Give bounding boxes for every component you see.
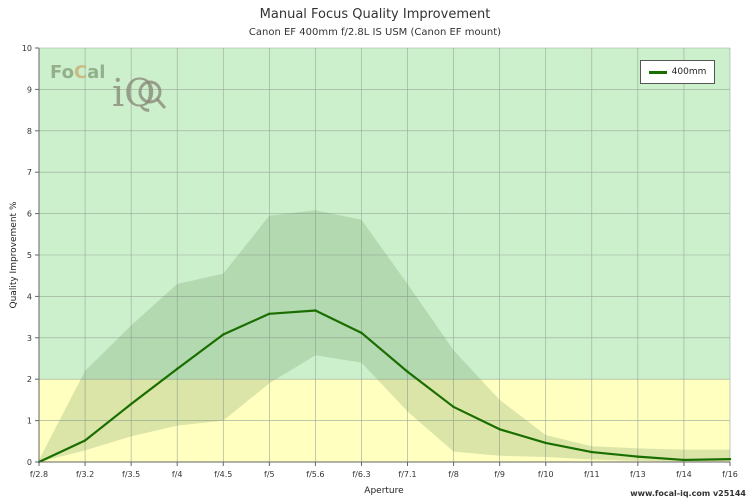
data-point bbox=[728, 457, 732, 461]
y-tick-label: 4 bbox=[27, 292, 32, 301]
data-point bbox=[129, 402, 133, 406]
x-tick-label: f/5 bbox=[264, 470, 275, 479]
x-tick-label: f/11 bbox=[584, 470, 600, 479]
chart-title: Manual Focus Quality Improvement bbox=[259, 7, 491, 22]
x-tick-label: f/3.5 bbox=[122, 470, 140, 479]
svg-text:iQ: iQ bbox=[112, 71, 155, 115]
magnifier-icon bbox=[138, 80, 162, 104]
y-tick-label: 5 bbox=[27, 251, 32, 260]
y-tick-label: 2 bbox=[27, 375, 32, 384]
y-tick-label: 10 bbox=[22, 44, 32, 53]
y-tick-label: 7 bbox=[27, 168, 32, 177]
x-tick-label: f/2.8 bbox=[30, 470, 48, 479]
data-point bbox=[406, 370, 409, 373]
focal-iq-logo: FoCal iQ bbox=[50, 62, 167, 115]
x-tick-label: f/4 bbox=[172, 470, 183, 479]
x-tick-label: f/5.6 bbox=[306, 470, 324, 479]
x-tick-label: f/3.2 bbox=[76, 470, 94, 479]
x-tick-label: f/14 bbox=[676, 470, 692, 479]
x-tick-label: f/13 bbox=[630, 470, 646, 479]
y-tick-label: 3 bbox=[27, 334, 32, 343]
y-tick-label: 9 bbox=[27, 85, 32, 94]
data-point bbox=[498, 428, 501, 431]
legend-swatch-400mm bbox=[648, 70, 667, 74]
chart-legend: 400mm bbox=[640, 60, 715, 84]
x-tick-label: f/8 bbox=[448, 470, 459, 479]
data-point bbox=[590, 450, 593, 454]
data-point bbox=[360, 331, 363, 335]
series-range-band-0 bbox=[39, 210, 730, 462]
y-tick-label: 0 bbox=[27, 458, 32, 467]
legend-label-400mm: 400mm bbox=[671, 67, 707, 77]
x-tick-label: f/6.3 bbox=[352, 470, 370, 479]
svg-text:FoCal: FoCal bbox=[50, 62, 105, 83]
x-tick-label: f/10 bbox=[538, 470, 554, 479]
x-tick-label: f/7.1 bbox=[398, 470, 416, 479]
x-tick-label: f/9 bbox=[494, 470, 505, 479]
data-point bbox=[222, 333, 225, 336]
data-point bbox=[268, 312, 271, 315]
y-tick-label: 6 bbox=[27, 210, 32, 219]
x-tick-label: f/4.5 bbox=[214, 470, 232, 479]
site-watermark: www.focal-iq.com v25144 bbox=[630, 489, 746, 498]
chart-subtitle: Canon EF 400mm f/2.8L IS USM (Canon EF m… bbox=[248, 27, 502, 38]
x-axis-label: Aperture bbox=[364, 486, 404, 496]
data-point bbox=[176, 367, 179, 371]
series-line-0 bbox=[38, 309, 731, 463]
data-point bbox=[83, 439, 87, 442]
y-tick-label: 8 bbox=[27, 127, 32, 136]
data-point bbox=[544, 441, 547, 445]
data-point bbox=[452, 405, 455, 409]
data-point bbox=[636, 455, 640, 458]
data-point bbox=[682, 458, 686, 462]
y-axis-label: Quality Improvement % bbox=[9, 201, 19, 308]
y-tick-label: 1 bbox=[27, 417, 32, 426]
x-tick-label: f/16 bbox=[722, 470, 738, 479]
data-point bbox=[314, 309, 317, 312]
